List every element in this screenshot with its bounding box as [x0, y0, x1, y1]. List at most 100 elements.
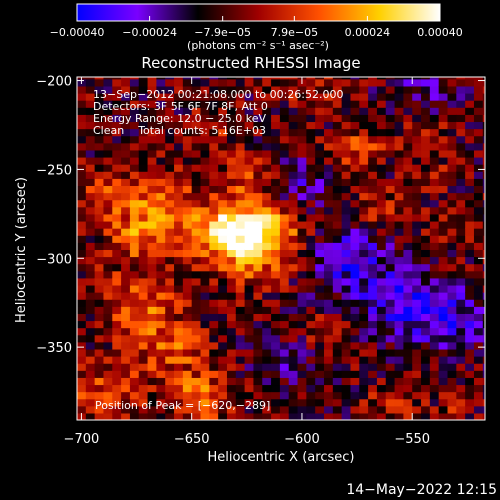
heatmap-cell: [438, 341, 449, 350]
heatmap-cell: [324, 185, 334, 194]
heatmap-cell: [103, 164, 113, 172]
heatmap-cell: [262, 100, 272, 108]
heatmap-cell: [226, 192, 237, 201]
heatmap-cell: [376, 121, 387, 130]
heatmap-cell: [315, 77, 325, 80]
heatmap-cell: [165, 85, 175, 94]
heatmap-cell: [235, 412, 246, 420]
heatmap-cell: [359, 142, 369, 151]
heatmap-cell: [271, 128, 281, 137]
heatmap-cell: [473, 185, 484, 194]
heatmap-cell: [306, 356, 316, 364]
heatmap-cell: [350, 270, 360, 279]
heatmap-cell: [182, 128, 193, 137]
heatmap-cell: [341, 92, 352, 101]
heatmap-cell: [182, 284, 193, 293]
heatmap-cell: [456, 284, 466, 293]
heatmap-cell: [482, 284, 485, 293]
heatmap-cell: [182, 199, 193, 208]
heatmap-cell: [438, 327, 449, 336]
heatmap-cell: [85, 391, 96, 400]
heatmap-cell: [94, 78, 105, 87]
heatmap-cell: [438, 348, 449, 357]
heatmap-cell: [376, 235, 387, 243]
heatmap-cell: [279, 270, 290, 279]
heatmap-cell: [324, 299, 334, 307]
heatmap-cell: [376, 249, 387, 258]
heatmap-cell: [421, 363, 431, 371]
heatmap-cell: [165, 164, 175, 172]
heatmap-cell: [341, 149, 352, 158]
heatmap-cell: [438, 142, 449, 151]
heatmap-cell: [324, 356, 334, 364]
heatmap-cell: [403, 270, 413, 279]
heatmap-cell: [218, 299, 228, 307]
heatmap-cell: [429, 185, 440, 194]
heatmap-cell: [473, 284, 484, 293]
heatmap-cell: [218, 377, 228, 386]
heatmap-cell: [438, 107, 449, 115]
heatmap-cell: [324, 277, 334, 286]
heatmap-cell: [324, 135, 334, 144]
heatmap-cell: [421, 85, 431, 94]
heatmap-cell: [218, 235, 228, 243]
heatmap-cell: [253, 348, 263, 357]
heatmap-cell: [429, 156, 440, 165]
heatmap-cell: [103, 363, 113, 371]
heatmap-cell: [332, 135, 343, 144]
heatmap-cell: [359, 363, 369, 371]
heatmap-cell: [147, 78, 157, 87]
heatmap-cell: [306, 100, 316, 108]
colorbar-tick-label: 7.9e−05: [271, 26, 318, 39]
heatmap-cell: [394, 292, 404, 300]
heatmap-cell: [315, 249, 325, 258]
heatmap-cell: [94, 213, 105, 222]
heatmap-cell: [297, 128, 307, 137]
heatmap-cell: [421, 228, 431, 236]
heatmap-cell: [341, 412, 352, 420]
heatmap-cell: [271, 292, 281, 300]
heatmap-cell: [315, 114, 325, 123]
heatmap-cell: [147, 391, 157, 400]
heatmap-cell: [253, 356, 263, 364]
heatmap-cell: [209, 228, 219, 236]
heatmap-cell: [473, 370, 484, 378]
heatmap-cell: [482, 270, 485, 279]
heatmap-cell: [191, 135, 202, 144]
heatmap-cell: [174, 292, 184, 300]
heatmap-cell: [253, 85, 263, 94]
heatmap-cell: [147, 149, 157, 158]
heatmap-cell: [156, 299, 166, 307]
heatmap-cell: [456, 142, 466, 151]
heatmap-cell: [77, 121, 87, 130]
heatmap-cell: [165, 384, 175, 393]
heatmap-cell: [165, 135, 175, 144]
heatmap-cell: [359, 356, 369, 364]
heatmap-cell: [341, 128, 352, 137]
heatmap-cell: [112, 107, 122, 115]
heatmap-cell: [306, 292, 316, 300]
heatmap-cell: [447, 292, 457, 300]
heatmap-cell: [94, 92, 105, 101]
heatmap-cell: [412, 228, 422, 236]
heatmap-cell: [103, 185, 113, 194]
heatmap-cell: [165, 320, 175, 329]
heatmap-cell: [174, 213, 184, 222]
heatmap-cell: [332, 306, 343, 314]
heatmap-cell: [473, 405, 484, 414]
heatmap-cell: [121, 306, 131, 314]
heatmap-cell: [200, 327, 210, 336]
heatmap-cell: [456, 213, 466, 222]
heatmap-cell: [147, 220, 157, 229]
heatmap-cell: [77, 398, 87, 407]
heatmap-cell: [341, 391, 352, 400]
heatmap-cell: [359, 128, 369, 137]
heatmap-cell: [253, 327, 263, 336]
heatmap-cell: [191, 242, 202, 250]
heatmap-cell: [359, 85, 369, 94]
heatmap-cell: [262, 405, 272, 414]
heatmap-cell: [129, 142, 140, 151]
heatmap-cell: [438, 121, 449, 130]
heatmap-cell: [473, 235, 484, 243]
heatmap-cell: [85, 412, 96, 420]
